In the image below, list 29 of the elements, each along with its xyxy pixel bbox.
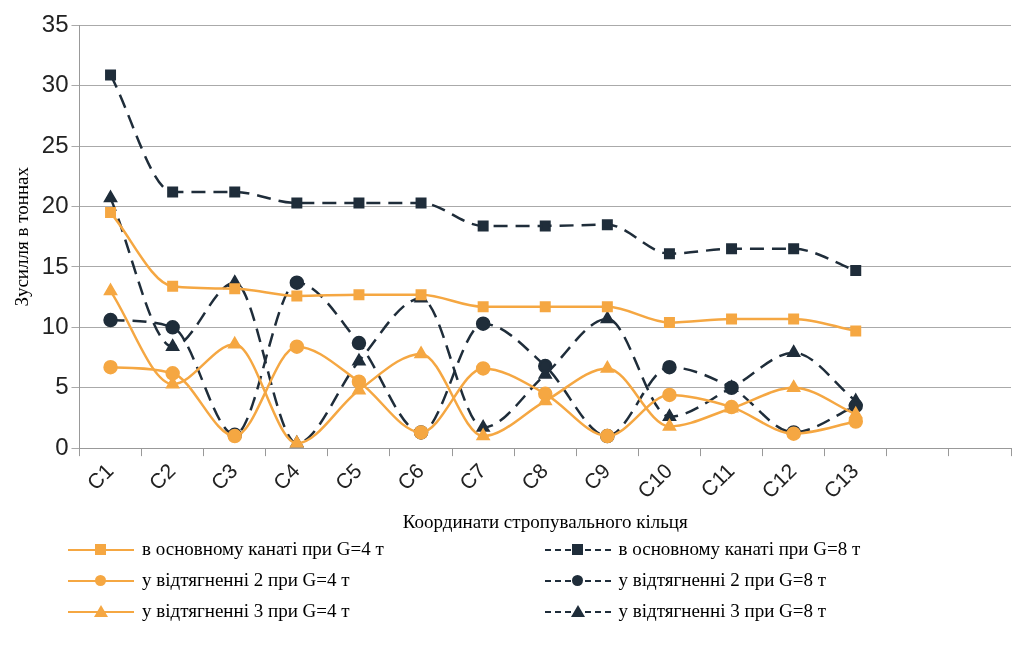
x-tick-label: C11 <box>696 458 739 502</box>
y-tick-label: 35 <box>41 10 69 38</box>
x-tick-label: C10 <box>632 458 677 503</box>
y-tick-label: 10 <box>41 311 69 339</box>
y-tick-label: 30 <box>41 70 69 98</box>
legend-label: в основному канаті при G=8 т <box>618 538 861 560</box>
x-tick-label: C9 <box>579 458 615 494</box>
legend-label: у відтягненні 2 при G=4 т <box>142 569 350 591</box>
x-tick-label: C8 <box>516 458 553 494</box>
x-tick-label: C6 <box>392 458 428 494</box>
legend-label: у відтягненні 2 при G=8 т <box>618 569 827 591</box>
y-tick-label: 15 <box>41 251 69 279</box>
x-tick-label: C2 <box>144 458 180 494</box>
x-tick-label: C12 <box>757 458 801 503</box>
legend-label: в основному канаті при G=4 т <box>142 538 384 560</box>
legend-label: у відтягненні 3 при G=8 т <box>618 600 827 622</box>
x-tick-label: C4 <box>268 458 304 494</box>
y-tick-label: 25 <box>41 130 69 158</box>
legend-label: у відтягненні 3 при G=4 т <box>142 600 350 622</box>
y-axis-title: Зусилля в тоннах <box>11 166 33 307</box>
y-tick-label: 0 <box>55 432 69 460</box>
x-tick-label: C13 <box>819 458 863 503</box>
x-tick-label: C1 <box>82 458 118 494</box>
y-tick-label: 20 <box>41 191 69 219</box>
y-tick-label: 5 <box>55 372 69 400</box>
x-tick-label: C7 <box>454 458 491 494</box>
x-tick-label: C3 <box>206 458 242 494</box>
x-axis-title: Координати стропувального кільця <box>402 510 689 532</box>
x-tick-label: C5 <box>330 458 366 494</box>
